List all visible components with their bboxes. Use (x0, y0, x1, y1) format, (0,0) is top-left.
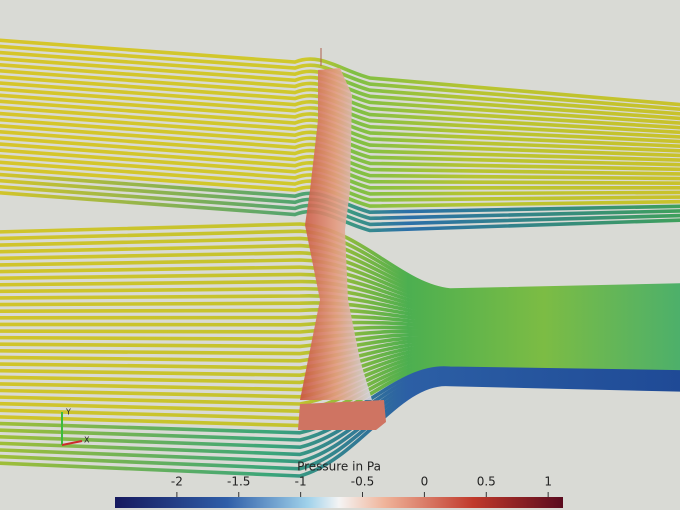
streamline (0, 286, 680, 317)
streamline (0, 279, 680, 314)
streamline (0, 258, 680, 306)
tower-base (298, 400, 386, 430)
colorbar-tick-label: -0.5 (351, 475, 374, 489)
colorbar-tick-label: 0.5 (477, 475, 496, 489)
streamline (0, 301, 680, 322)
streamline (0, 369, 680, 442)
axis-label: X (84, 436, 90, 445)
colorbar-tick-label: -2 (171, 475, 183, 489)
colorbar (115, 497, 563, 508)
colorbar-tick-label: -1 (295, 475, 307, 489)
streamline (0, 308, 680, 325)
tower (300, 68, 372, 400)
colorbar-title: Pressure in Pa (297, 460, 381, 474)
streamline (0, 38, 680, 107)
colorbar-tick-label: 1 (544, 475, 552, 489)
streamline (0, 294, 680, 319)
streamline (0, 265, 680, 309)
streamline (0, 320, 680, 330)
colorbar-tick-label: -1.5 (227, 475, 250, 489)
streamline (0, 325, 680, 334)
streamline (0, 355, 680, 406)
colorbar-tick-label: 0 (421, 475, 429, 489)
x-axis-arrow (61, 440, 83, 446)
streamline (0, 314, 680, 327)
axis-label: Y (65, 408, 71, 417)
axes-triad: Y X (61, 408, 90, 446)
streamline (0, 329, 680, 342)
streamline (0, 272, 680, 311)
